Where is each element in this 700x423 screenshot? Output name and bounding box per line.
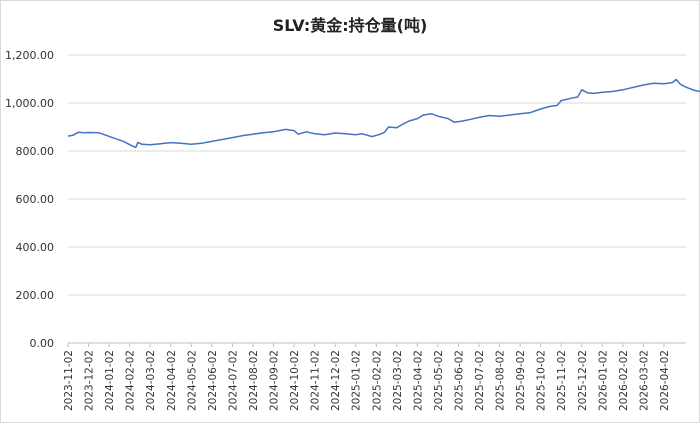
- y-tick-label: 800.00: [16, 145, 55, 158]
- x-tick-label: 2025-06-02: [453, 350, 465, 411]
- x-tick-label: 2024-12-02: [330, 350, 342, 411]
- y-tick-label: 200.00: [16, 289, 55, 302]
- x-tick-label: 2025-11-02: [556, 350, 568, 411]
- x-tick-label: 2025-02-02: [371, 350, 383, 411]
- y-tick-label: 600.00: [16, 193, 55, 206]
- gridlines: [68, 54, 686, 344]
- x-tick-label: 2023-12-02: [84, 350, 96, 411]
- series-layer: [67, 78, 700, 149]
- x-tick-label: 2026-04-02: [659, 350, 671, 411]
- x-tick-label: 2024-06-02: [207, 350, 219, 411]
- x-tick-label: 2025-08-02: [495, 350, 507, 411]
- x-tick-label: 2024-09-02: [269, 350, 281, 411]
- series-line: [67, 78, 700, 149]
- x-tick-label: 2024-05-02: [186, 350, 198, 411]
- x-tick-label: 2026-01-02: [597, 350, 609, 411]
- x-tick-label: 2024-11-02: [310, 350, 322, 411]
- x-tick-label: 2023-11-02: [63, 350, 75, 411]
- x-tick-label: 2025-07-02: [474, 350, 486, 411]
- x-tick-label: 2024-02-02: [125, 350, 137, 411]
- x-tick-label: 2024-10-02: [289, 350, 301, 411]
- x-tick-label: 2026-03-02: [638, 350, 650, 411]
- x-tick-label: 2025-03-02: [392, 350, 404, 411]
- x-tick-label: 2024-01-02: [104, 350, 116, 411]
- y-tick-label: 0.00: [30, 337, 55, 350]
- x-tick-label: 2025-10-02: [536, 350, 548, 411]
- y-axis-ticks: 0.00 200.00 400.00 600.00 800.00 1,000.00 1,20…: [5, 49, 54, 350]
- x-tick-label: 2025-12-02: [577, 350, 589, 411]
- x-axis-ticks: 2023-11-02 2023-12-02 2024-01-02 2024-02-02…: [63, 342, 686, 411]
- x-tick-label: 2025-04-02: [412, 350, 424, 411]
- y-tick-label: 1,200.00: [5, 49, 54, 62]
- x-tick-label: 2025-05-02: [433, 350, 445, 411]
- y-tick-label: 400.00: [16, 241, 55, 254]
- x-tick-label: 2025-09-02: [515, 350, 527, 411]
- x-tick-label: 2024-04-02: [166, 350, 178, 411]
- x-tick-label: 2024-03-02: [145, 350, 157, 411]
- x-tick-label: 2024-07-02: [227, 350, 239, 411]
- x-tick-label: 2024-08-02: [248, 350, 260, 411]
- y-tick-label: 1,000.00: [5, 97, 54, 110]
- x-tick-label: 2026-02-02: [618, 350, 630, 411]
- chart-title: SLV:黄金:持仓量(吨): [272, 16, 428, 35]
- x-tick-label: 2025-01-02: [351, 350, 363, 411]
